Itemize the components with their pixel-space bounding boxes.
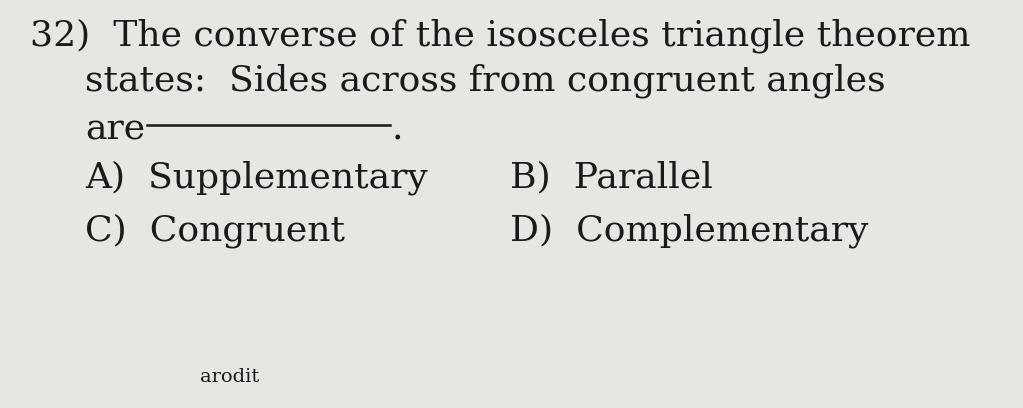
Text: C)  Congruent: C) Congruent bbox=[85, 213, 345, 248]
Text: A)  Supplementary: A) Supplementary bbox=[85, 160, 428, 195]
Text: B)  Parallel: B) Parallel bbox=[510, 160, 713, 194]
Text: .: . bbox=[392, 113, 403, 147]
Text: 32)  The converse of the isosceles triangle theorem: 32) The converse of the isosceles triang… bbox=[30, 18, 971, 53]
Text: arodit: arodit bbox=[201, 368, 259, 386]
Text: D)  Complementary: D) Complementary bbox=[510, 213, 869, 248]
Text: states:  Sides across from congruent angles: states: Sides across from congruent angl… bbox=[85, 63, 886, 98]
Text: are: are bbox=[85, 113, 145, 147]
